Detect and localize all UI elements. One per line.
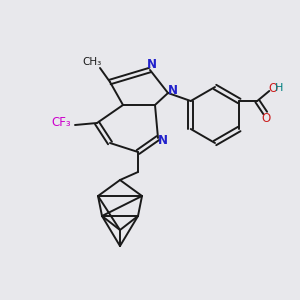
Text: N: N: [158, 134, 168, 146]
Text: CF₃: CF₃: [51, 116, 71, 130]
Text: O: O: [268, 82, 278, 94]
Text: H: H: [275, 83, 284, 93]
Text: CH₃: CH₃: [82, 57, 102, 67]
Text: O: O: [262, 112, 271, 125]
Text: N: N: [168, 83, 178, 97]
Text: N: N: [147, 58, 157, 71]
